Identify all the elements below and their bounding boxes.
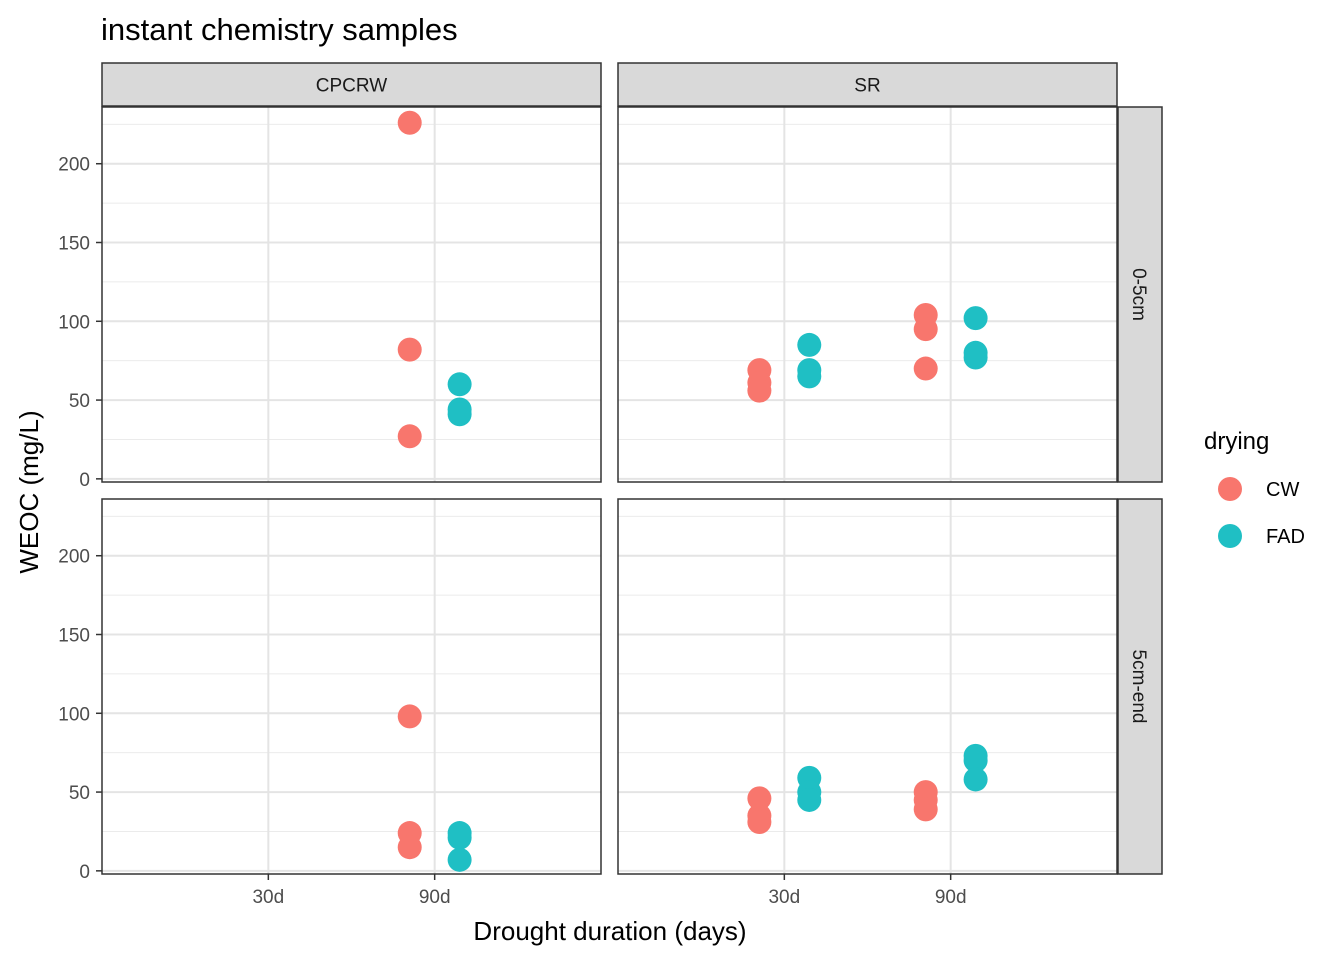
data-point-fad [447,372,472,397]
data-point-cw [747,378,772,403]
y-axis-label: WEOC (mg/L) [14,410,44,573]
data-point-fad [963,306,988,331]
y-tick-label: 150 [58,626,90,647]
facet-strip-label: CPCRW [316,76,387,97]
y-tick-label: 0 [79,862,90,883]
legend-label: FAD [1266,526,1305,548]
panel-background [618,107,1117,482]
y-tick-label: 150 [58,234,90,255]
facet-strip-label: SR [854,76,880,97]
data-point-cw [397,424,422,449]
panel-border [101,106,602,483]
data-point-cw [747,786,772,811]
facet-strip-label: 0-5cm [1128,268,1149,321]
y-tick-label: 50 [69,783,90,804]
x-tick-label: 30d [252,887,284,908]
chart-title: instant chemistry samples [101,12,458,47]
legend-label: CW [1266,479,1299,501]
panel-background [618,499,1117,874]
y-tick-label: 50 [69,391,90,412]
data-point-cw [913,356,938,381]
data-point-fad [963,345,988,370]
y-tick-label: 100 [58,312,90,333]
x-tick-label: 90d [935,887,967,908]
legend-key-cw [1218,477,1242,501]
panel-background [102,499,601,874]
facet-strip-column [101,62,602,107]
panel-border [617,106,1118,483]
data-point-cw [397,835,422,860]
panel-background [102,107,601,482]
x-tick-label: 30d [768,887,800,908]
data-point-cw [397,110,422,135]
facet-strip-label: 5cm-end [1128,650,1149,724]
data-point-fad [447,825,472,850]
data-point-cw [397,704,422,729]
data-point-cw [913,797,938,822]
data-point-fad [797,787,822,812]
data-point-fad [797,364,822,389]
legend: drying CW FAD [1204,428,1305,548]
y-tick-label: 200 [58,155,90,176]
y-tick-label: 0 [79,470,90,491]
y-tick-label: 200 [58,547,90,568]
facet-strip-row [1117,106,1163,483]
data-point-cw [913,317,938,342]
facet-strip-row [1117,498,1163,875]
x-tick-label: 90d [419,887,451,908]
data-point-cw [397,337,422,362]
panel-border [101,498,602,875]
data-point-cw [747,810,772,835]
x-axis-label: Drought duration (days) [473,916,746,946]
data-point-fad [963,767,988,792]
data-point-fad [797,332,822,357]
facet-strip-column [617,62,1118,107]
legend-title: drying [1204,428,1269,455]
data-point-fad [963,748,988,773]
y-tick-label: 100 [58,704,90,725]
facet-panels: CPCRW SR 0-5cm 5cm-end 0 50 100 150 200 0 50 100 150… [58,62,1163,908]
data-point-fad [447,402,472,427]
data-point-fad [447,847,472,872]
legend-key-fad [1218,524,1242,548]
panel-border [617,498,1118,875]
